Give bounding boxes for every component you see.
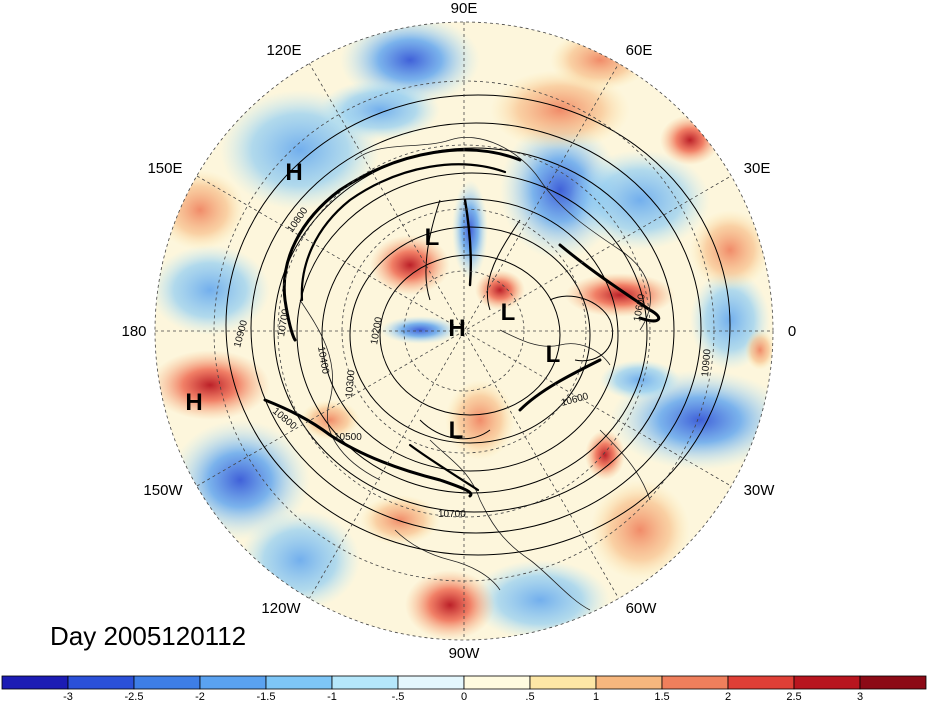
anomaly-patch <box>660 115 720 165</box>
anomaly-patch <box>550 30 650 90</box>
anomaly-patch <box>490 70 630 150</box>
colorbar-swatch <box>133 675 201 690</box>
low-pressure-marker: L <box>501 299 516 326</box>
colorbar-tick-label: 2 <box>725 691 731 702</box>
colorbar-swatch <box>397 675 465 690</box>
lon-label-180: 180 <box>121 323 146 340</box>
anomaly-patch <box>380 316 460 344</box>
low-pressure-marker: L <box>546 341 561 368</box>
anomaly-patch <box>585 430 625 480</box>
anomaly-patch <box>320 80 440 140</box>
colorbar-tick-label: 2.5 <box>786 691 801 702</box>
lon-label-0: 0 <box>788 323 796 340</box>
contour-label: 10700 <box>276 308 292 338</box>
coastlines <box>299 137 651 611</box>
colorbar-tick-label: 1.5 <box>654 691 669 702</box>
contour-label: 10700 <box>438 509 466 520</box>
colorbar-swatch <box>529 675 597 690</box>
graticule <box>154 21 774 641</box>
low-pressure-marker: L <box>449 417 464 444</box>
high-pressure-marker: H <box>448 315 465 342</box>
anomaly-patch <box>155 350 270 420</box>
anomaly-patch <box>360 495 440 545</box>
colorbar-tick-label: 0 <box>461 691 467 702</box>
date-label: Day 2005120112 <box>50 621 246 651</box>
anomaly-patch <box>745 330 773 370</box>
colorbar-swatch <box>199 675 267 690</box>
anomaly-patch <box>300 400 360 440</box>
contour-label: 10500 <box>334 432 362 443</box>
colorbar-tick-label: -3 <box>63 691 73 702</box>
high-pressure-marker: H <box>185 389 202 416</box>
contour-label: 10300 <box>344 369 357 398</box>
lon-label-150w: 150W <box>143 482 183 499</box>
anomaly-patch <box>240 510 360 610</box>
colorbar-tick-label: .5 <box>525 691 534 702</box>
anomaly-patch <box>600 360 680 400</box>
anomaly-patch <box>155 170 245 250</box>
anomaly-patch <box>590 480 690 580</box>
low-pressure-marker: L <box>425 224 440 251</box>
colorbar-swatch <box>859 675 927 690</box>
colorbar-tick-label: -2.5 <box>125 691 144 702</box>
colorbar-tick-label: -1.5 <box>257 691 276 702</box>
colorbar-tick-label: -1 <box>327 691 337 702</box>
lon-label-120w: 120W <box>261 600 301 617</box>
anomaly-patch <box>690 210 770 290</box>
anomaly-patch <box>155 245 270 335</box>
colorbar-tick-label: 1 <box>593 691 599 702</box>
colorbar-swatch <box>67 675 135 690</box>
lon-label-60w: 60W <box>626 600 658 617</box>
contour-label: 10600 <box>632 293 648 323</box>
lon-label-120e: 120E <box>266 42 301 59</box>
colorbar-tick-label: -.5 <box>392 691 405 702</box>
lon-label-30w: 30W <box>744 482 776 499</box>
colorbar-swatch <box>331 675 399 690</box>
colorbar: -3 -2.5 -2 -1.5 -1 -.5 0 .5 1 1.5 2 2.5 3 <box>1 675 927 702</box>
lon-label-60e: 60E <box>626 42 653 59</box>
colorbar-swatch <box>661 675 729 690</box>
anomaly-patch <box>405 570 495 640</box>
colorbar-swatch <box>727 675 795 690</box>
longitude-labels: 90E 60E 30E 0 30W 60W 90W 120W 150W 180 … <box>121 0 796 662</box>
contour-label: 10200 <box>369 316 385 346</box>
anomaly-patch <box>370 235 450 295</box>
colorbar-swatch <box>265 675 333 690</box>
lon-label-150e: 150E <box>147 160 182 177</box>
colorbar-tick-label: -2 <box>195 691 205 702</box>
colorbar-swatch <box>1 675 69 690</box>
colorbar-tick-label: 3 <box>857 691 863 702</box>
colorbar-swatch <box>595 675 663 690</box>
contour-label: 10900 <box>700 348 713 377</box>
lon-label-30e: 30E <box>744 160 771 177</box>
lon-label-90e: 90E <box>451 0 478 17</box>
anomaly-patch <box>565 273 675 317</box>
lon-label-90w: 90W <box>449 645 481 662</box>
colorbar-swatch <box>463 675 531 690</box>
anomaly-patch <box>570 150 710 250</box>
pressure-center-markers: H H H L L L L <box>185 159 560 444</box>
jet-streams <box>263 148 661 498</box>
high-pressure-marker: H <box>285 159 302 186</box>
contour-label: 10400 <box>315 346 331 376</box>
colorbar-swatch <box>793 675 861 690</box>
